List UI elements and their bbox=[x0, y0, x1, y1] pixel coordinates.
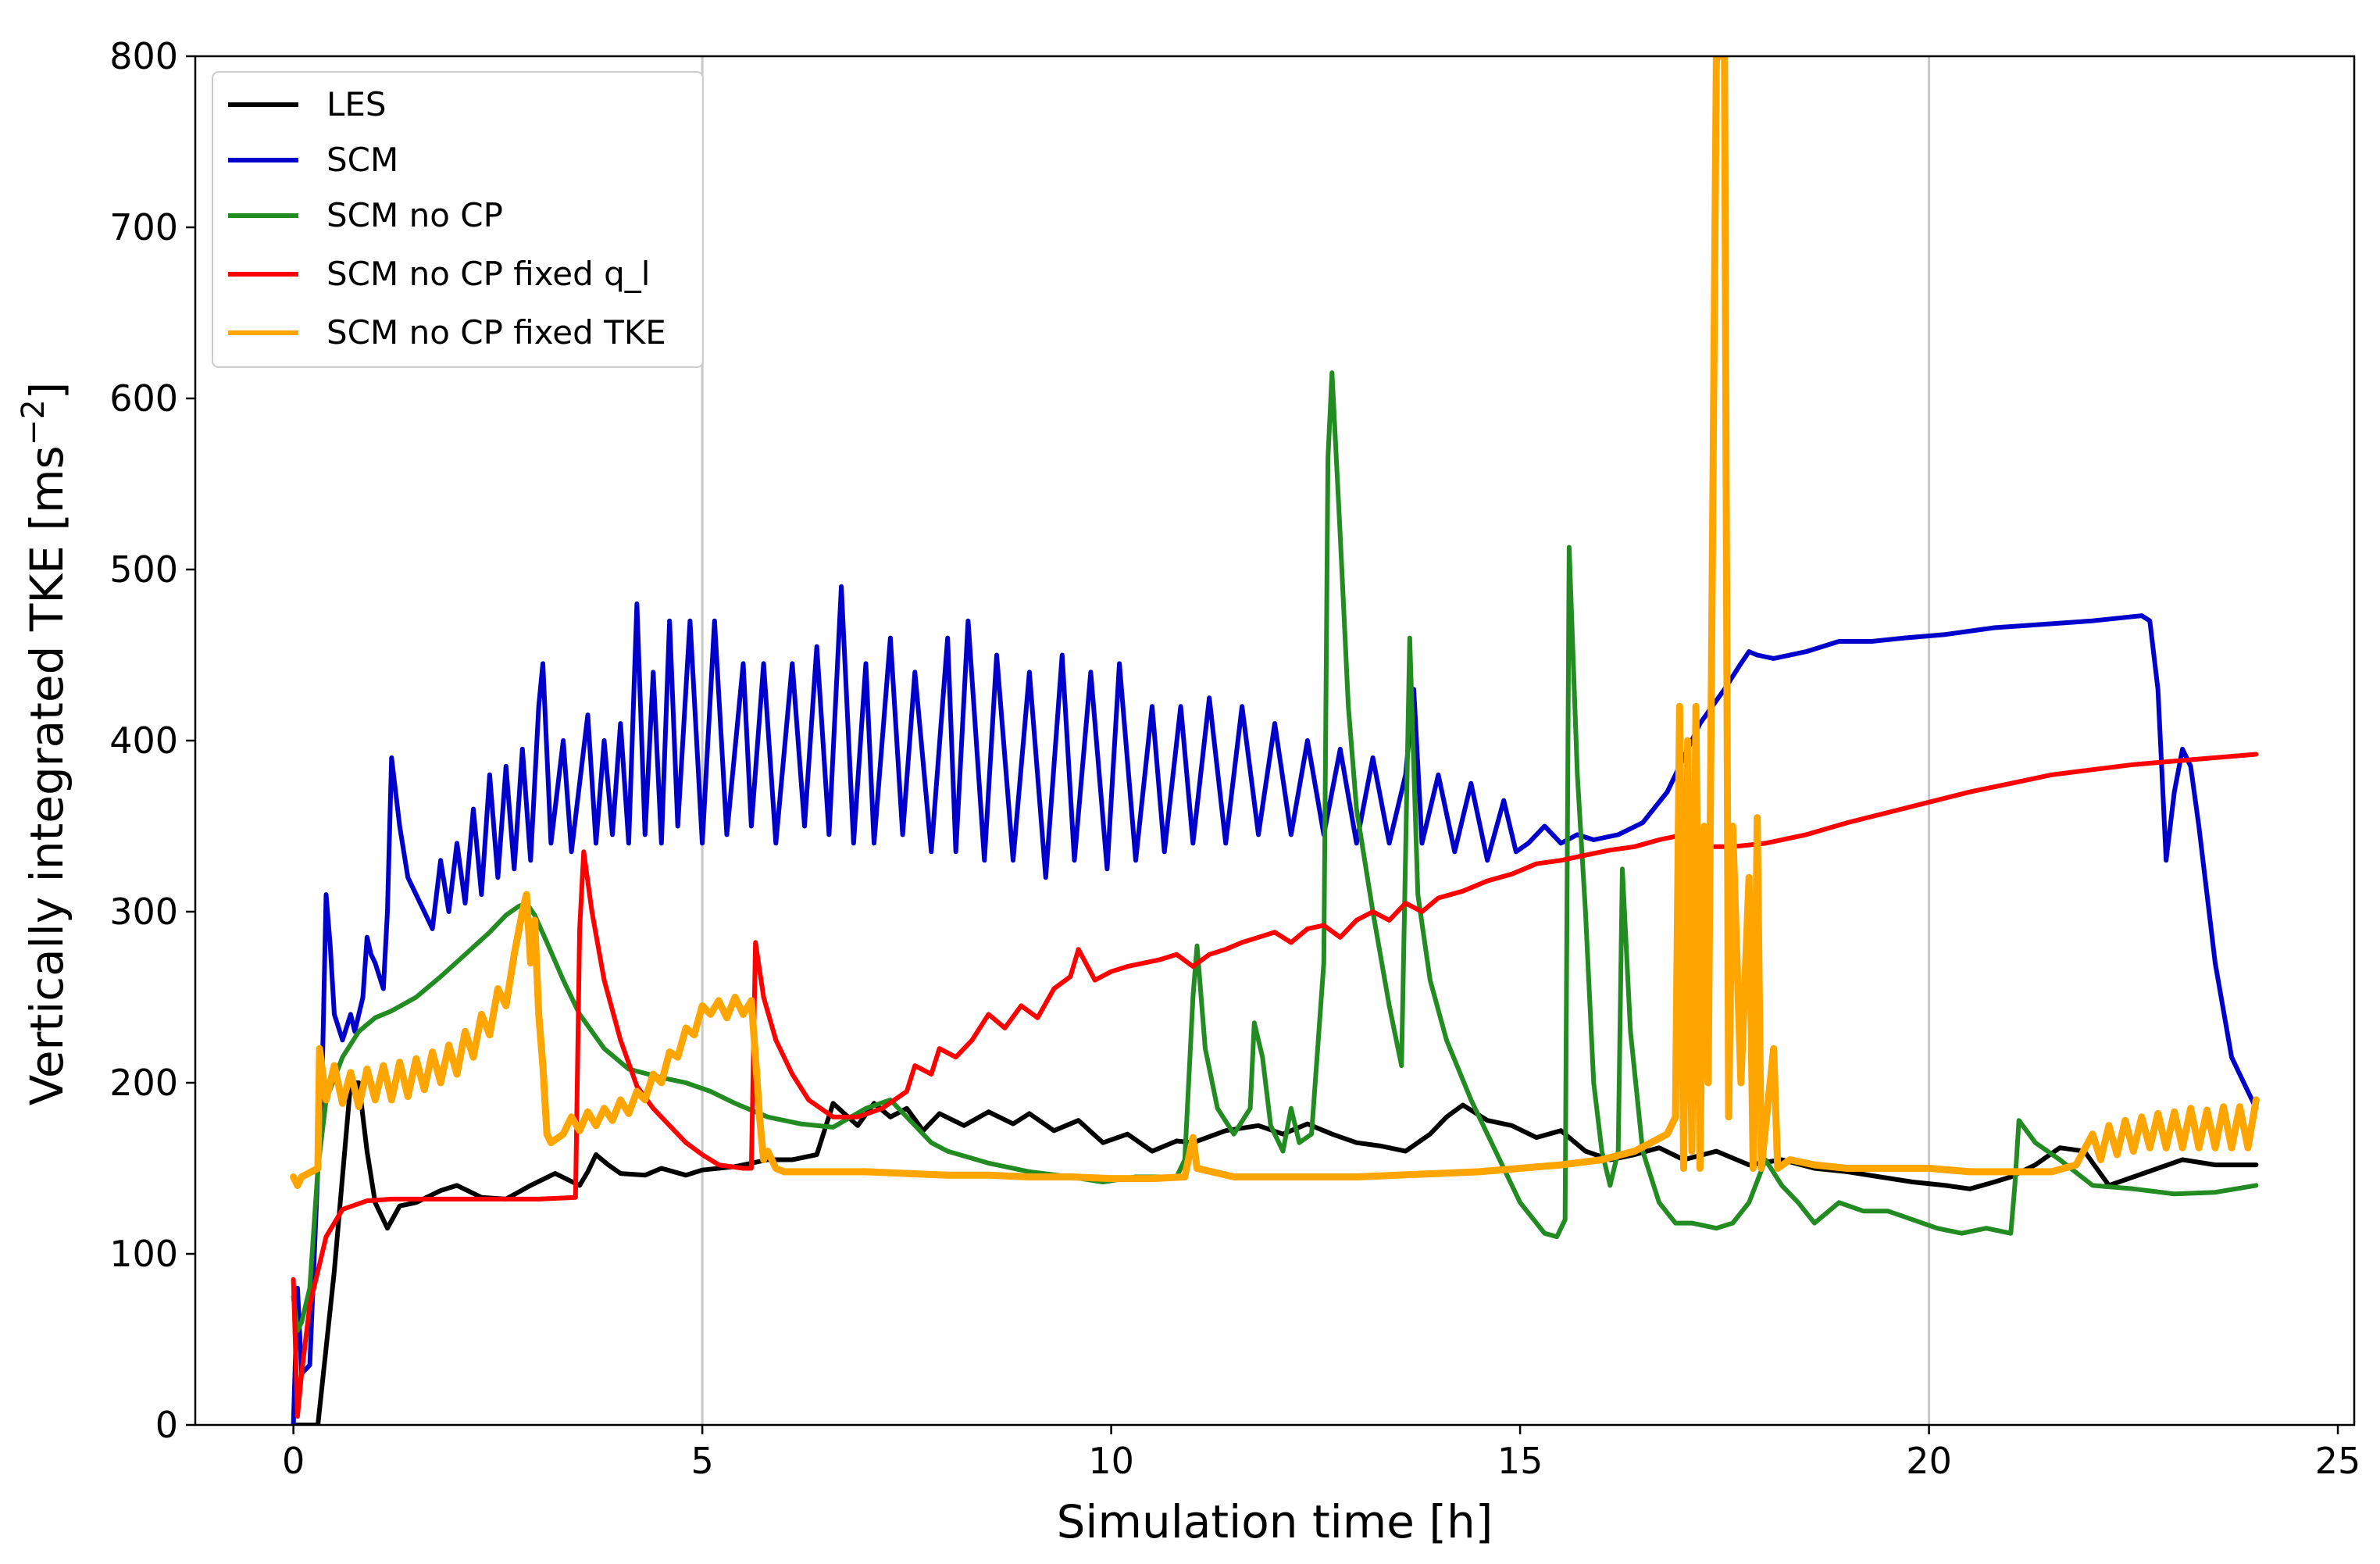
y-tick-label-600: 600 bbox=[109, 377, 178, 420]
y-axis-label-end: ] bbox=[20, 382, 73, 400]
x-tick-label-20: 20 bbox=[1906, 1440, 1952, 1482]
legend-label-scm-no-cp-fixed-tke: SCM no CP fixed TKE bbox=[326, 313, 666, 352]
legend-label-scm-no-cp: SCM no CP bbox=[326, 196, 503, 234]
series-line-scm-no-cp-fixed-tke bbox=[290, 56, 2260, 1189]
y-tick-label-700: 700 bbox=[109, 206, 178, 248]
y-tick-label-400: 400 bbox=[109, 720, 178, 762]
legend-label-scm: SCM bbox=[326, 141, 398, 179]
y-tick-label-500: 500 bbox=[109, 548, 178, 591]
x-tick-label-0: 0 bbox=[282, 1440, 305, 1482]
y-axis-ticks: 0 100 200 300 400 500 600 700 800 bbox=[109, 35, 195, 1446]
series-line-scm bbox=[291, 584, 2259, 1425]
y-axis-label-superscript: −2 bbox=[16, 399, 52, 445]
x-tick-label-5: 5 bbox=[690, 1440, 713, 1482]
y-tick-label-100: 100 bbox=[109, 1233, 178, 1275]
series-lines bbox=[290, 56, 2260, 1425]
x-axis-label: Simulation time [h] bbox=[1057, 1495, 1493, 1548]
vertical-gridlines bbox=[701, 56, 1931, 1425]
series-line-les bbox=[291, 1080, 2259, 1425]
x-tick-label-15: 15 bbox=[1497, 1440, 1543, 1482]
y-axis-label-main: Vertically integrated TKE [ms bbox=[20, 445, 73, 1105]
x-axis-ticks: 0 5 10 15 20 25 bbox=[282, 1425, 2360, 1482]
legend-box bbox=[212, 71, 704, 368]
legend-label-scm-no-cp-fixed-ql: SCM no CP fixed q_l bbox=[326, 255, 650, 293]
y-tick-label-300: 300 bbox=[109, 891, 178, 933]
series-line-scm-no-cp-fixed-q-l bbox=[291, 752, 2259, 1419]
y-tick-label-0: 0 bbox=[155, 1404, 178, 1446]
legend-label-les: LES bbox=[326, 85, 387, 123]
y-axis-label: Vertically integrated TKE [ms−2] bbox=[16, 382, 73, 1106]
series-line-scm-no-cp bbox=[291, 370, 2259, 1334]
y-tick-label-800: 800 bbox=[109, 35, 178, 77]
x-tick-label-10: 10 bbox=[1088, 1440, 1134, 1482]
x-tick-label-25: 25 bbox=[2315, 1440, 2361, 1482]
legend: LES SCM SCM no CP SCM no CP fixed q_l SC… bbox=[212, 71, 704, 368]
y-tick-label-200: 200 bbox=[109, 1062, 178, 1104]
